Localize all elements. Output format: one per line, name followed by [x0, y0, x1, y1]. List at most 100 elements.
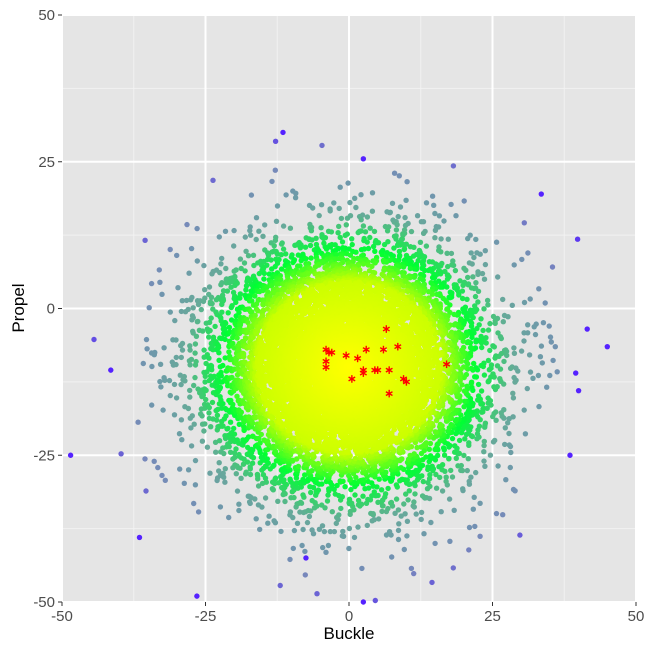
data-point [449, 262, 455, 268]
data-point [209, 300, 215, 307]
data-point [265, 252, 272, 258]
data-point [231, 431, 238, 437]
data-point [281, 490, 287, 496]
data-point [308, 255, 314, 261]
data-point [319, 142, 325, 149]
data-point [187, 347, 193, 353]
data-point [445, 263, 451, 270]
data-point [372, 248, 378, 254]
data-point [437, 421, 443, 428]
data-point [506, 442, 512, 448]
data-point [485, 302, 491, 308]
data-point [425, 464, 431, 470]
data-point [309, 237, 315, 243]
data-point [485, 400, 491, 406]
data-point [472, 374, 478, 380]
data-point [443, 478, 449, 485]
data-point [264, 456, 270, 462]
data-point [263, 479, 269, 485]
data-point [435, 264, 442, 270]
data-point [457, 278, 463, 284]
data-point [167, 392, 173, 399]
data-point [477, 533, 483, 539]
data-point [219, 301, 225, 308]
data-point [201, 428, 207, 434]
data-point [280, 246, 287, 252]
data-point [468, 345, 474, 351]
data-point [429, 274, 436, 281]
data-point [202, 373, 208, 379]
data-point [144, 346, 150, 352]
data-point [345, 180, 351, 186]
data-point [452, 285, 458, 291]
data-point [471, 254, 477, 261]
data-point [253, 236, 259, 243]
data-point [302, 572, 308, 578]
data-point [441, 452, 448, 458]
data-point [166, 377, 173, 384]
data-point [482, 463, 488, 469]
data-point [468, 323, 475, 329]
data-point [540, 320, 547, 326]
data-point [188, 245, 195, 252]
data-point [236, 309, 242, 316]
data-point [275, 498, 281, 504]
data-point [353, 204, 359, 211]
data-point [411, 499, 417, 505]
data-point [222, 325, 228, 332]
data-point [190, 305, 196, 311]
data-point [532, 331, 539, 338]
data-point [382, 491, 389, 497]
data-point [548, 339, 554, 345]
data-point [187, 362, 193, 368]
data-point [156, 267, 162, 273]
data-point [349, 241, 355, 248]
data-point [269, 486, 276, 492]
data-point [231, 425, 237, 432]
data-point [280, 223, 287, 229]
data-point [242, 234, 248, 240]
data-point [248, 232, 254, 238]
point-cloud [91, 138, 581, 604]
data-point [355, 229, 361, 236]
data-point [253, 301, 260, 307]
data-point [222, 228, 229, 234]
data-point [319, 523, 326, 529]
data-point [237, 291, 243, 297]
data-point [159, 291, 165, 297]
data-point [441, 218, 447, 224]
data-point [238, 409, 244, 415]
data-point [448, 467, 454, 474]
data-point [224, 288, 231, 294]
data-point [213, 449, 219, 455]
data-point [158, 384, 164, 390]
data-point [179, 347, 186, 353]
data-point [407, 452, 413, 459]
data-point [278, 252, 284, 258]
data-point [228, 304, 234, 311]
data-point [252, 496, 258, 502]
data-point [479, 409, 485, 415]
data-point [346, 545, 352, 552]
data-point [249, 460, 256, 466]
data-point [417, 239, 424, 245]
data-point [395, 536, 402, 543]
data-point [501, 312, 508, 319]
data-point [404, 533, 410, 539]
data-point [461, 198, 467, 204]
data-point [376, 516, 382, 522]
data-point [252, 293, 258, 299]
data-point [297, 245, 304, 251]
data-point [302, 548, 308, 555]
data-point [521, 407, 527, 413]
data-point [481, 372, 488, 378]
data-point [433, 485, 440, 491]
data-point [395, 507, 402, 513]
data-point [550, 357, 556, 364]
data-point [214, 417, 220, 423]
data-point [507, 464, 513, 471]
data-point [500, 296, 506, 303]
data-point [423, 454, 429, 460]
data-point [199, 438, 206, 444]
data-point [216, 350, 222, 356]
